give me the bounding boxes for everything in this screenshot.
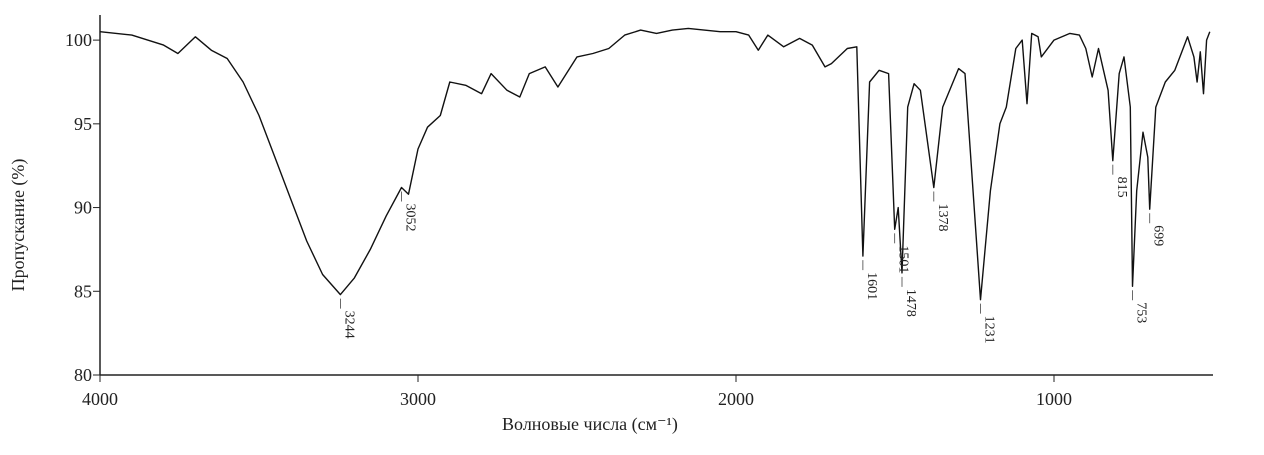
y-axis-label: Пропускание (%) xyxy=(8,159,29,292)
peak-label: 699 xyxy=(1151,225,1166,246)
y-tick-label: 80 xyxy=(74,365,92,385)
peak-label: 1231 xyxy=(982,316,997,344)
y-tick-label: 95 xyxy=(74,114,92,134)
x-tick-label: 4000 xyxy=(82,389,118,409)
spectrum-line xyxy=(99,27,1211,301)
peak-label: 1478 xyxy=(903,289,918,317)
peak-label: 3052 xyxy=(402,203,417,231)
x-tick-label: 2000 xyxy=(718,389,754,409)
x-tick-label: 3000 xyxy=(400,389,436,409)
peak-label: 1378 xyxy=(935,203,950,231)
peak-label: 1501 xyxy=(896,245,911,273)
y-tick-label: 90 xyxy=(74,198,92,218)
y-tick-label: 85 xyxy=(74,281,92,301)
peak-label: 753 xyxy=(1134,302,1149,323)
x-tick-label: 1000 xyxy=(1036,389,1072,409)
peak-label: 3244 xyxy=(341,311,356,339)
peak-label: 1601 xyxy=(864,272,879,300)
peak-label: 815 xyxy=(1114,177,1129,198)
y-tick-label: 100 xyxy=(65,30,92,50)
x-axis-label: Волновые числа (см⁻¹) xyxy=(502,414,678,435)
